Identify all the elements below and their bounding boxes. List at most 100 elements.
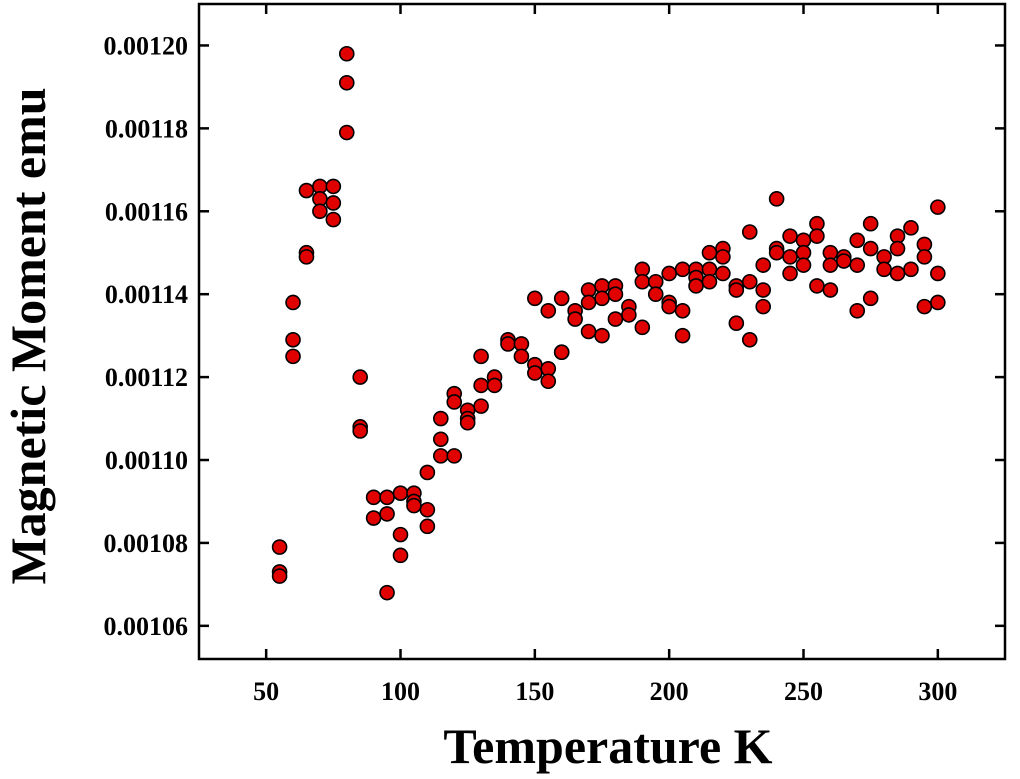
data-point [849,302,866,319]
data-point [392,547,409,564]
data-point [432,410,449,427]
data-point [741,331,758,348]
data-point [473,377,489,394]
data-point [419,501,436,518]
data-point [607,311,624,327]
data-point [338,74,355,91]
data-point [365,510,382,526]
data-point [271,568,288,584]
x-axis-ticks: 50 100 150 200 250 300 [253,4,957,706]
data-point [782,228,798,244]
data-point [755,282,772,298]
y-axis-title: Magnetic Moment emu [0,87,56,584]
data-point [325,178,342,195]
x-tick-label: 300 [918,677,957,706]
data-point [674,302,691,319]
data-point [379,489,395,506]
x-tick-label: 250 [784,677,823,706]
y-tick-label: 0.00106 [104,612,189,641]
data-point [647,286,664,302]
data-point [298,182,315,199]
data-point [688,278,704,294]
data-point [406,497,422,514]
data-point [782,265,798,282]
x-tick-label: 150 [515,677,554,706]
data-point [285,348,301,365]
data-point [862,215,879,232]
data-point [580,294,597,311]
data-point [500,336,516,352]
y-tick-label: 0.00116 [105,197,188,226]
data-point [849,257,866,273]
data-point [634,273,651,290]
data-point [352,369,369,385]
data-point [473,398,489,414]
data-point [903,261,919,278]
data-point [889,240,906,257]
data-point [379,584,395,601]
data-point [701,244,718,261]
data-point [930,294,946,311]
data-point [822,257,839,273]
data-point [607,286,624,302]
data-point [782,249,798,265]
data-point [567,311,583,327]
x-tick-label: 100 [381,677,420,706]
data-point [903,220,919,236]
data-point [580,323,597,340]
data-point [325,211,342,228]
data-point [594,327,610,344]
data-point [930,265,946,282]
data-point [527,290,543,307]
data-point [540,373,557,390]
data-point [741,273,758,290]
data-point [661,298,677,315]
data-point [338,124,355,141]
data-point [822,282,839,298]
data-point [849,232,866,249]
data-point [809,228,825,244]
data-point [862,290,879,307]
data-point [835,253,852,269]
data-point [715,265,731,282]
data-point [741,224,758,240]
data-point [325,195,342,211]
y-tick-label: 0.00118 [105,114,188,143]
data-point [553,344,570,361]
data-point [312,203,328,220]
data-point [379,506,395,522]
data-point [298,249,315,265]
data-point [285,331,301,348]
y-axis-ticks: 0.00106 0.00108 0.00110 0.00112 0.00114 0.001… [104,31,1005,641]
data-point [419,464,436,481]
y-tick-label: 0.00112 [105,363,188,392]
x-axis-title: Temperature K [443,718,772,774]
data-point [715,249,731,265]
data-point [930,199,946,215]
data-point [876,261,892,278]
data-point [768,191,785,207]
data-point [916,298,933,315]
data-point [285,294,301,311]
data-point [862,240,879,257]
data-point [419,518,436,535]
data-point [755,257,772,273]
data-point [392,485,409,501]
data-point [486,377,503,394]
y-tick-label: 0.00114 [105,280,188,309]
data-point [446,448,463,464]
data-point [365,489,382,506]
y-tick-label: 0.00110 [105,446,188,475]
y-tick-label: 0.00120 [104,31,189,60]
data-point [432,448,449,464]
data-point [527,365,543,381]
data-points [271,45,946,601]
data-point [513,348,530,365]
data-point [338,45,355,62]
data-point [795,257,812,273]
data-point [889,265,906,282]
x-tick-label: 200 [650,677,689,706]
data-point [621,307,637,323]
data-point [473,348,489,365]
